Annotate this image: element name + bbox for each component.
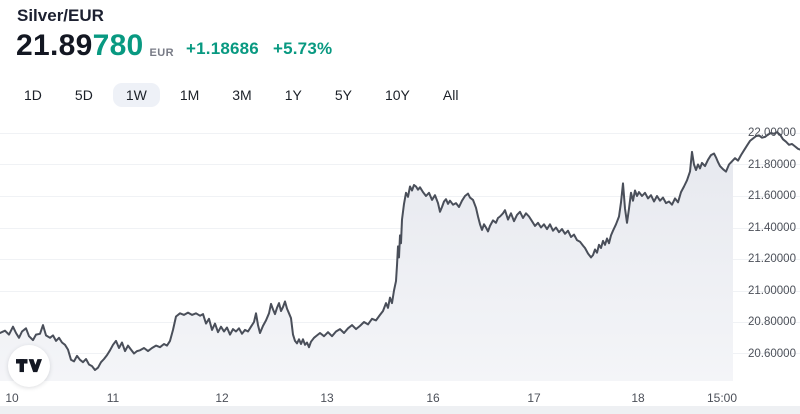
range-tab-1y[interactable]: 1Y (272, 83, 315, 107)
y-axis-label: 21.40000 (748, 221, 796, 234)
range-tabs: 1D 5D 1W 1M 3M 1Y 5Y 10Y All (11, 83, 478, 107)
tradingview-logo[interactable] (8, 345, 50, 387)
range-tab-5y[interactable]: 5Y (322, 83, 365, 107)
range-tab-1d[interactable]: 1D (11, 83, 55, 107)
range-tab-all[interactable]: All (430, 83, 472, 107)
y-axis-label: 20.80000 (748, 316, 796, 328)
range-tab-1w[interactable]: 1W (112, 83, 160, 107)
price-change-percent: +5.73% (272, 39, 333, 58)
y-axis-label: 22.00000 (748, 127, 796, 139)
price-currency: EUR (149, 47, 174, 59)
x-axis-label: 11 (106, 391, 120, 405)
price-integer: 21.89 (16, 29, 93, 62)
x-axis-label: 13 (320, 391, 334, 405)
price-fraction: 780 (92, 29, 144, 62)
area-fill (0, 151, 733, 381)
range-tab-1m[interactable]: 1M (167, 83, 212, 107)
x-axis-label: 16 (426, 391, 440, 405)
y-axis-label: 21.80000 (748, 158, 796, 171)
x-axis-label: 18 (631, 391, 645, 405)
range-tab-3m[interactable]: 3M (219, 83, 264, 107)
x-axis-label: 17 (527, 391, 541, 405)
y-axis-label: 21.00000 (748, 284, 796, 297)
y-axis-label: 21.20000 (748, 253, 796, 265)
y-axis-label: 21.60000 (748, 190, 796, 202)
range-tab-5d[interactable]: 5D (62, 83, 106, 107)
price-line (0, 131, 800, 371)
symbol-title[interactable]: Silver/EUR (17, 6, 104, 25)
price-row: 21.89 780 EUR +1.18686 +5.73% (16, 31, 332, 61)
y-axis-label: 20.60000 (748, 347, 796, 360)
x-axis-label: 12 (215, 391, 229, 405)
price-change-absolute: +1.18686 (185, 39, 259, 58)
bottom-bar (0, 406, 800, 414)
tradingview-logo-icon (16, 358, 42, 372)
x-axis-label: 10 (5, 391, 19, 405)
x-axis-label: 15:00 (706, 391, 738, 405)
range-tab-10y[interactable]: 10Y (372, 83, 423, 107)
